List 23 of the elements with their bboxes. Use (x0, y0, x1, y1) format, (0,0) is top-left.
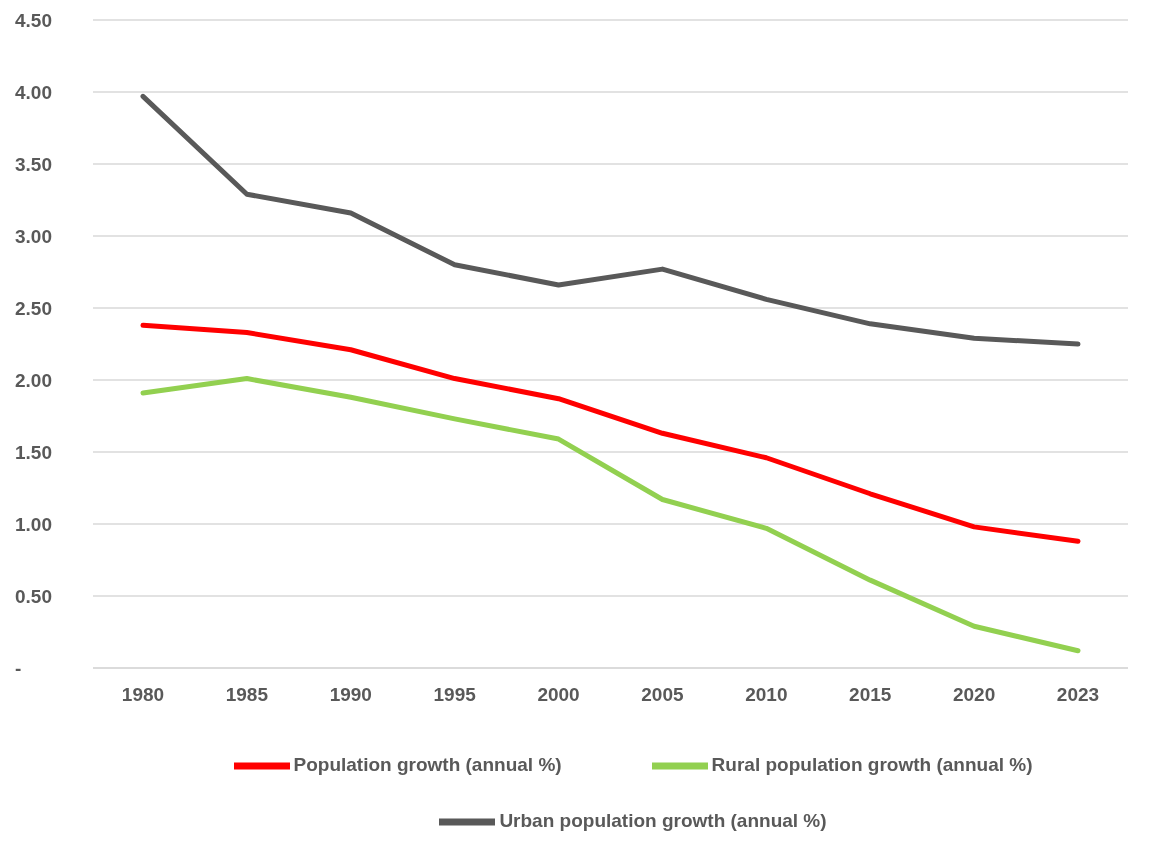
y-tick-label: 3.00 (15, 225, 52, 247)
x-tick-label: 1990 (329, 684, 372, 706)
y-tick-label: 0.50 (15, 585, 52, 607)
x-tick-label: 2005 (641, 684, 684, 706)
legend-label: Rural population growth (annual %) (711, 754, 1033, 776)
y-tick-label: 3.50 (15, 153, 52, 175)
y-tick-label: 2.00 (15, 369, 52, 391)
y-tick-label: 1.00 (15, 513, 52, 535)
legend-label: Urban population growth (annual %) (499, 810, 827, 832)
y-tick-label: 2.50 (15, 297, 52, 319)
x-tick-label: 2000 (537, 684, 580, 706)
y-tick-label: 4.00 (15, 81, 52, 103)
x-tick-label: 1985 (225, 684, 269, 706)
y-tick-label: 1.50 (15, 441, 52, 463)
y-tick-label: - (15, 657, 22, 679)
x-tick-label: 1995 (433, 684, 477, 706)
x-tick-label: 2010 (745, 684, 788, 706)
x-tick-label: 2020 (952, 684, 996, 706)
x-tick-label: 2023 (1056, 684, 1100, 706)
x-tick-label: 2015 (849, 684, 892, 706)
legend-label: Population growth (annual %) (293, 754, 562, 776)
x-tick-label: 1980 (121, 684, 165, 706)
y-tick-label: 4.50 (15, 9, 52, 31)
